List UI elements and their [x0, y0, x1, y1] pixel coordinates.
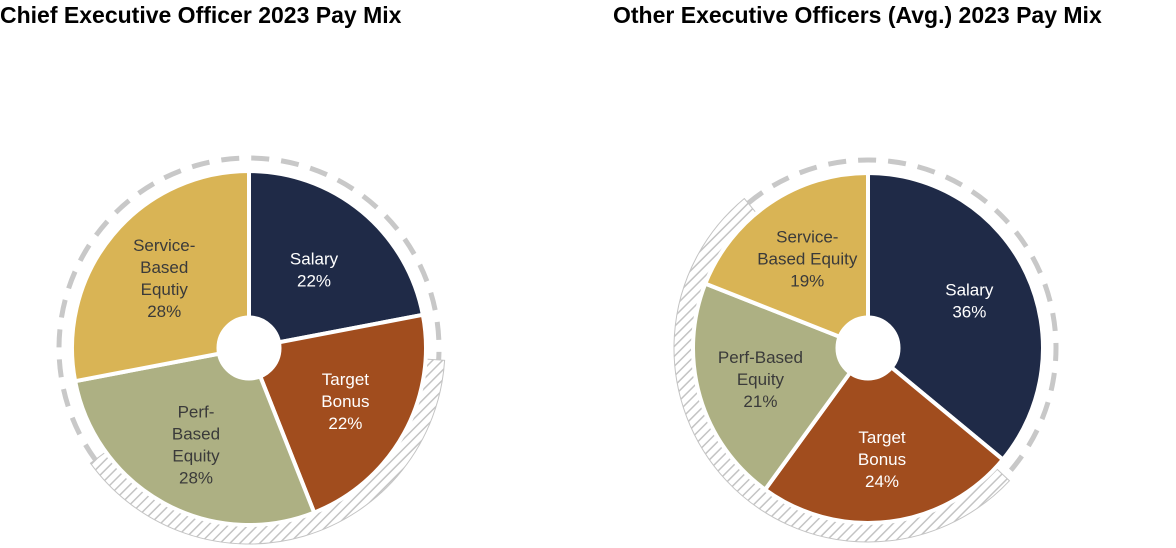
slice-label-line: Service- — [133, 236, 195, 255]
pie-center-hole — [835, 315, 901, 381]
slice-label-line: Equtiy — [141, 280, 189, 299]
slice-label-line: 19% — [790, 272, 824, 291]
slice-label-line: Service- — [776, 228, 838, 247]
chart-title-ceo: Chief Executive Officer 2023 Pay Mix — [0, 2, 402, 28]
slice-label: Target Bonus 24% — [858, 428, 906, 491]
slice-label-line: Based — [140, 258, 188, 277]
pie-slice — [866, 170, 1045, 463]
pie-slice — [246, 312, 428, 516]
slice-label-line: 22% — [328, 414, 362, 433]
slice-label-line: 24% — [865, 472, 899, 491]
pie-slice — [70, 168, 251, 384]
ring-dashed-segment — [746, 157, 1059, 479]
slice-label-line: Perf- — [178, 402, 215, 421]
pie-slice — [762, 345, 1006, 525]
slice-label-line: Target — [858, 428, 906, 447]
slice-label: Salary 36% — [945, 280, 994, 321]
slice-label-line: Salary — [945, 280, 994, 299]
slice-label-line: Equity — [737, 370, 785, 389]
pie-slice — [702, 170, 870, 351]
slice-label: Service- Based Equtiy 28% — [133, 236, 195, 321]
slice-label: Perf-Based Equity 21% — [718, 348, 803, 411]
slice-label-line: 28% — [179, 468, 213, 487]
slice-label-line: 28% — [147, 302, 181, 321]
slice-label-line: Perf-Based — [718, 348, 803, 367]
ring-dashed-segment — [56, 155, 442, 462]
pie-slice — [247, 168, 426, 351]
pie-slice — [72, 345, 317, 527]
pie-center-hole — [216, 315, 282, 381]
slice-label-line: 21% — [743, 392, 777, 411]
pie-slice — [691, 280, 872, 493]
slice-label-line: 22% — [297, 271, 331, 290]
slice-label-line: Based — [172, 424, 220, 443]
slice-label-line: Bonus — [321, 392, 369, 411]
slice-label-line: Target — [322, 370, 370, 389]
slice-label-line: Bonus — [858, 450, 906, 469]
chart-title-other-officers: Other Executive Officers (Avg.) 2023 Pay… — [613, 2, 1102, 28]
slice-label-line: 36% — [952, 302, 986, 321]
slice-label: Target Bonus 22% — [321, 370, 369, 433]
slice-label-line: Equity — [172, 446, 220, 465]
slice-label: Salary 22% — [290, 249, 339, 290]
slice-label: Service- Based Equity 19% — [757, 228, 858, 291]
slice-label: Perf- Based Equity 28% — [172, 402, 220, 487]
slice-label-line: Based Equity — [757, 250, 858, 269]
slice-label-line: Salary — [290, 249, 339, 268]
